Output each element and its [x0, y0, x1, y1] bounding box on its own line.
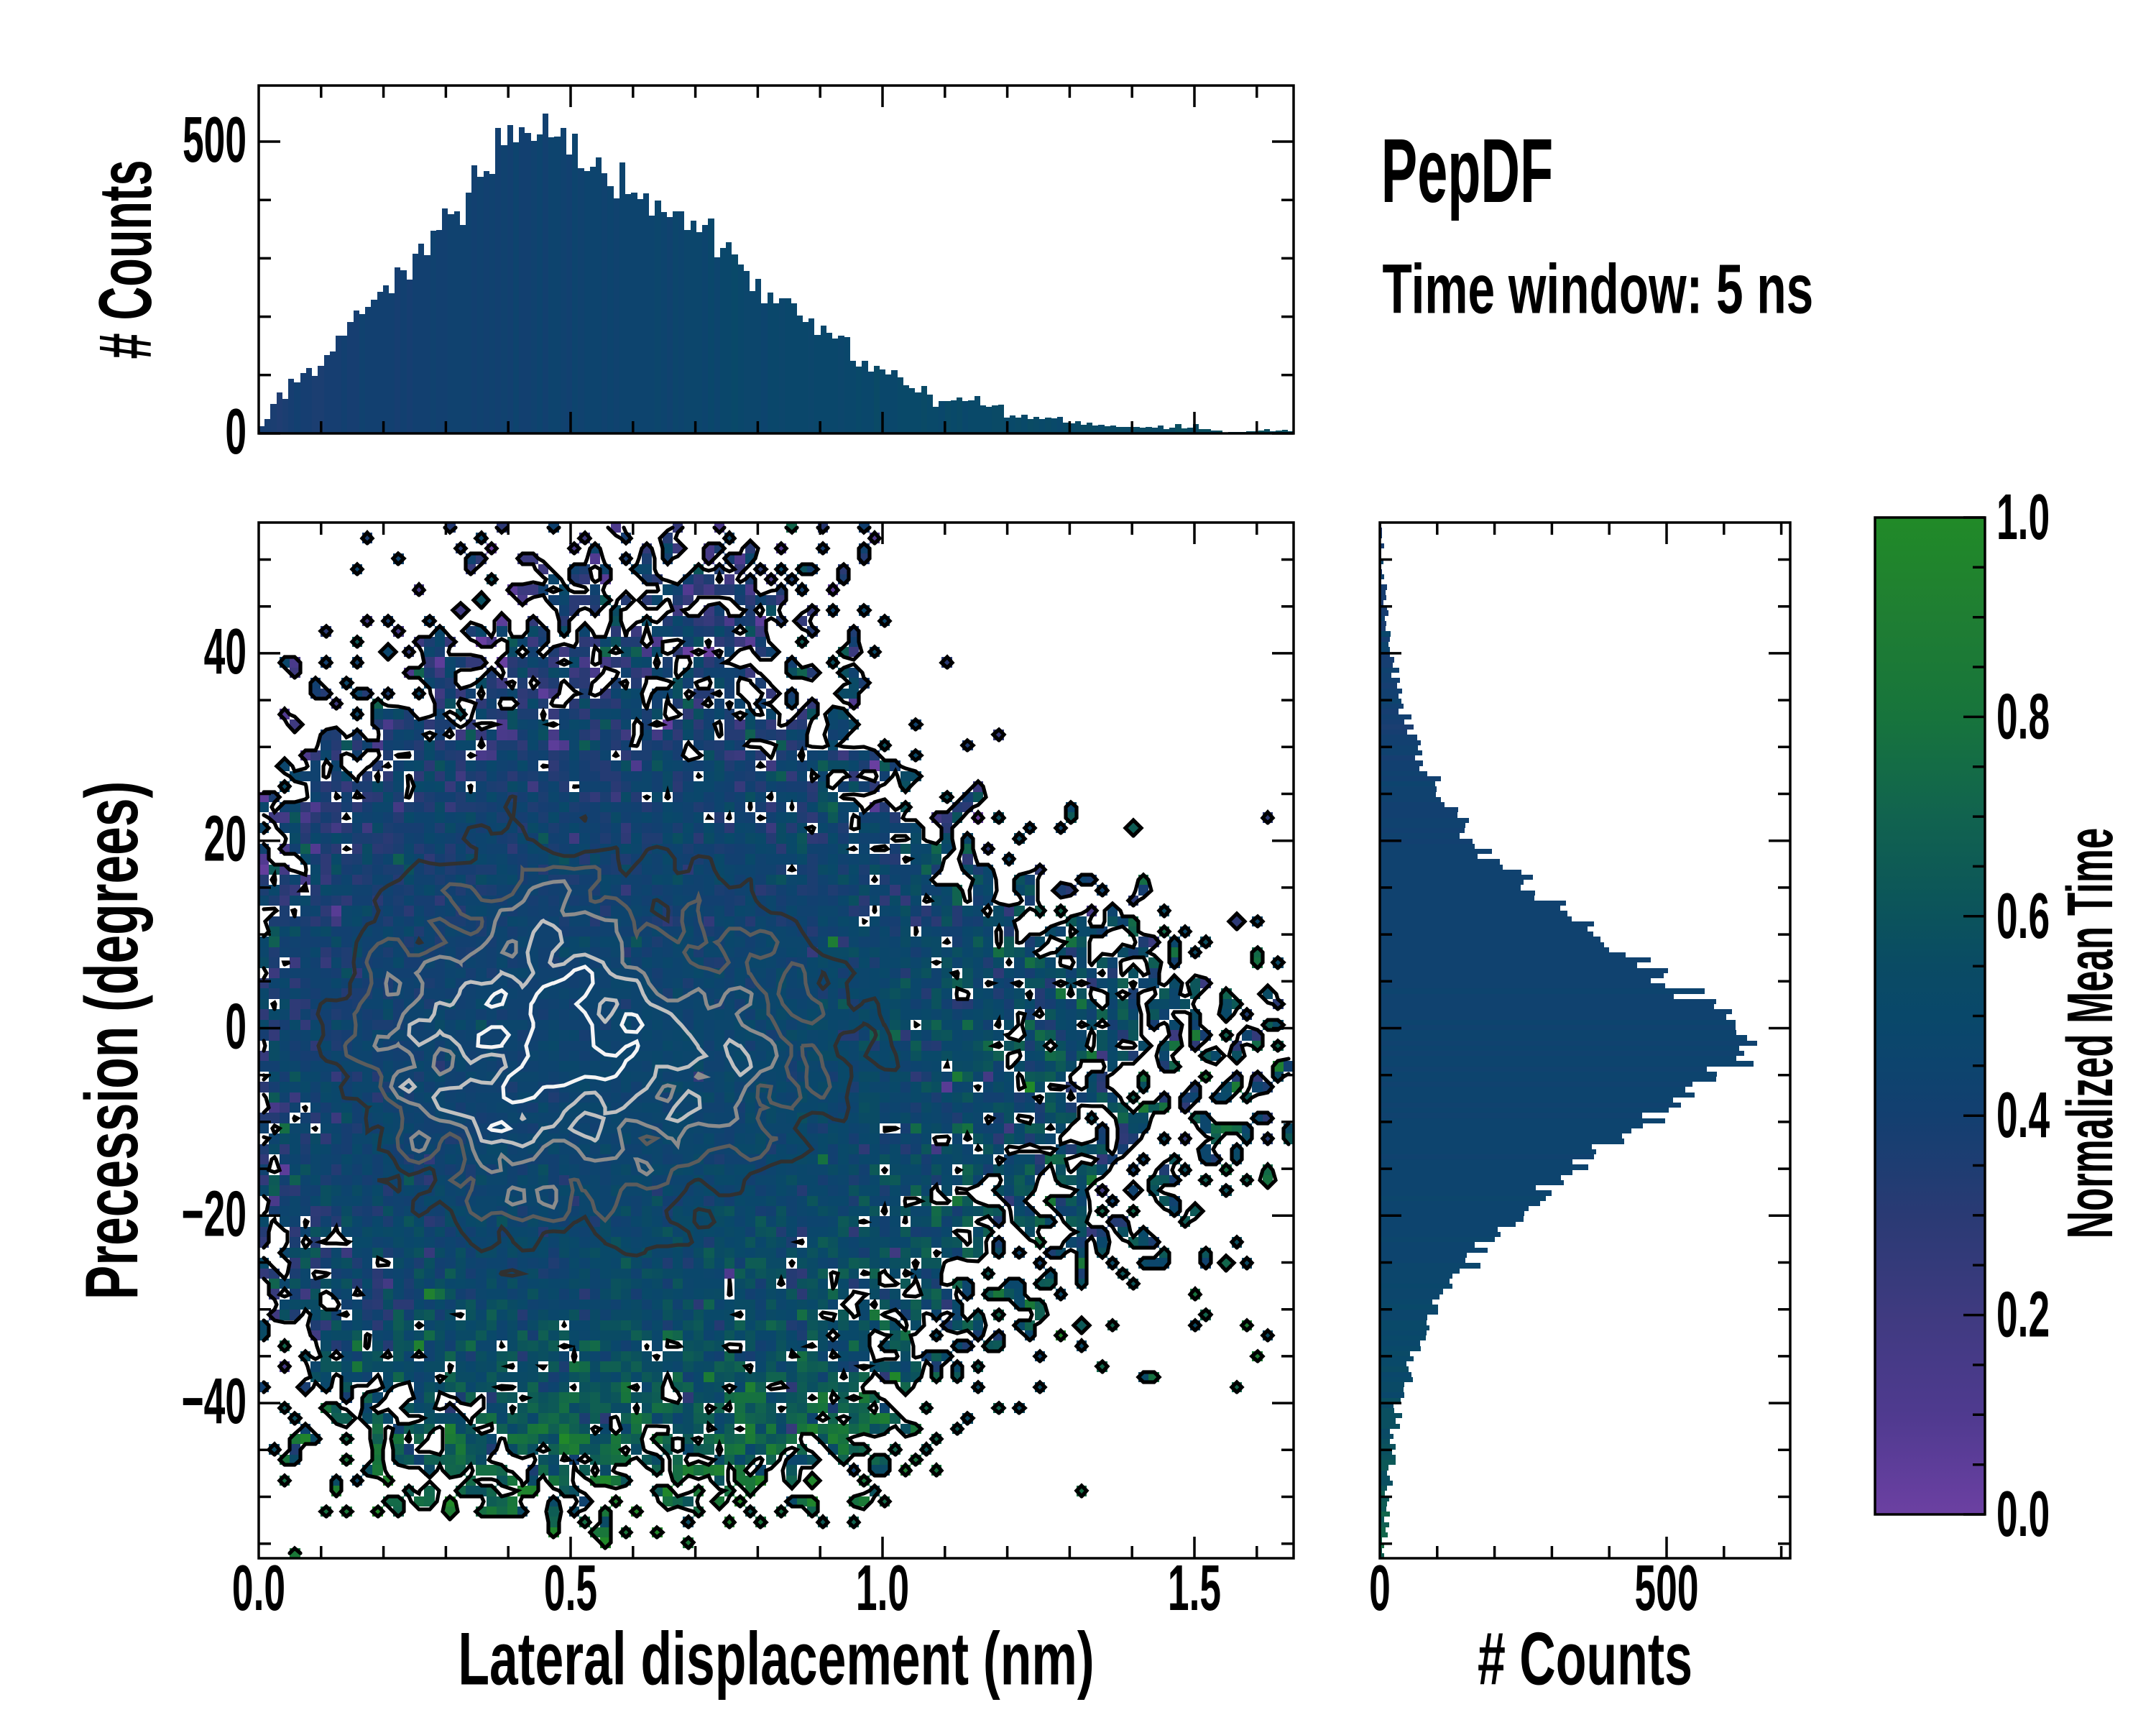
- svg-text:# Counts: # Counts: [1478, 1617, 1692, 1701]
- svg-text:0.0: 0.0: [1996, 1478, 2050, 1550]
- svg-text:20: 20: [204, 802, 247, 875]
- svg-text:−40: −40: [181, 1365, 247, 1438]
- svg-text:1.5: 1.5: [1168, 1552, 1221, 1624]
- svg-text:0: 0: [1369, 1552, 1391, 1624]
- svg-text:1.0: 1.0: [856, 1552, 909, 1624]
- svg-text:0.2: 0.2: [1996, 1278, 2050, 1351]
- svg-text:40: 40: [204, 615, 247, 687]
- svg-text:−20: −20: [181, 1177, 247, 1250]
- svg-text:Time window: 5 ns: Time window: 5 ns: [1383, 249, 1814, 328]
- svg-text:0: 0: [225, 990, 247, 1062]
- svg-text:# Counts: # Counts: [85, 160, 167, 359]
- svg-text:500: 500: [183, 103, 247, 175]
- svg-text:0.0: 0.0: [232, 1552, 285, 1624]
- svg-text:500: 500: [1634, 1552, 1698, 1624]
- svg-text:0: 0: [225, 395, 247, 467]
- svg-text:0.8: 0.8: [1996, 680, 2050, 753]
- svg-text:Lateral displacement (nm): Lateral displacement (nm): [458, 1616, 1094, 1701]
- svg-text:Normalized Mean Time: Normalized Mean Time: [2053, 828, 2126, 1238]
- svg-text:0.6: 0.6: [1996, 879, 2050, 952]
- svg-text:0.4: 0.4: [1996, 1079, 2050, 1151]
- svg-text:1.0: 1.0: [1996, 480, 2050, 553]
- svg-text:0.5: 0.5: [544, 1552, 597, 1624]
- svg-text:Precession (degrees): Precession (degrees): [70, 781, 154, 1300]
- svg-text:PepDF: PepDF: [1381, 121, 1553, 222]
